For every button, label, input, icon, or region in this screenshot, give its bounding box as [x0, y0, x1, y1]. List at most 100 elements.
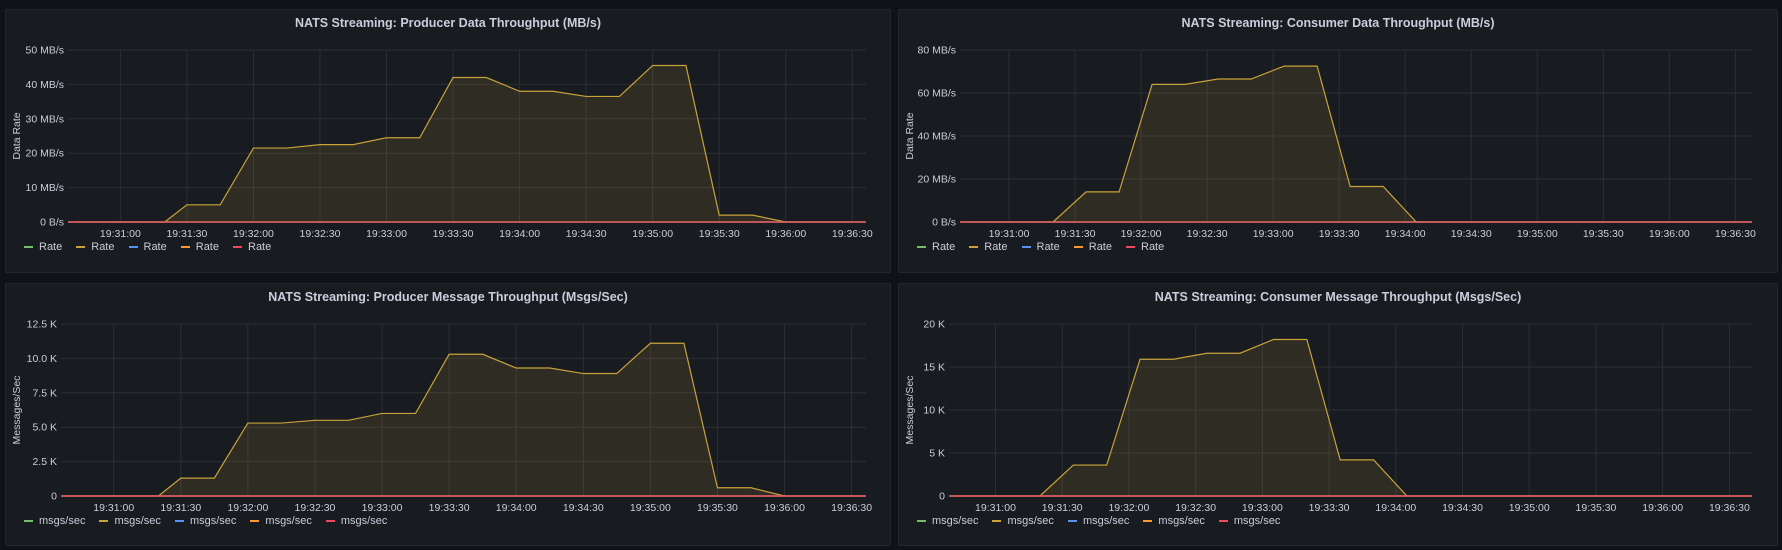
- legend-item[interactable]: msgs/sec: [24, 515, 85, 527]
- panel-title[interactable]: NATS Streaming: Consumer Data Throughput…: [1181, 16, 1495, 30]
- x-tick-label: 19:31:00: [989, 228, 1030, 240]
- x-tick-label: 19:31:00: [975, 502, 1016, 514]
- legend-item[interactable]: msgs/sec: [99, 515, 161, 527]
- x-tick-label: 19:35:00: [1517, 228, 1558, 240]
- legend-item[interactable]: msgs/sec: [1218, 515, 1281, 527]
- y-tick-label: 5 K: [929, 448, 945, 460]
- x-tick-label: 19:36:30: [831, 502, 872, 514]
- legend: Rate Rate Rate Rate Rate: [917, 241, 1164, 253]
- legend-item[interactable]: msgs/sec: [174, 515, 237, 527]
- series-line: [951, 338, 1730, 497]
- x-tick-label: 19:36:00: [765, 228, 806, 240]
- legend-swatch: [24, 520, 33, 522]
- series-line: [69, 342, 852, 497]
- x-tick-label: 19:31:30: [160, 502, 201, 514]
- x-tick-label: 19:32:30: [1187, 228, 1228, 240]
- x-tick-label: 19:31:30: [1042, 502, 1083, 514]
- x-tick-label: 19:34:00: [1385, 228, 1426, 240]
- legend-item[interactable]: Rate: [917, 241, 955, 253]
- x-tick-label: 19:36:30: [1715, 228, 1756, 240]
- legend-label: msgs/sec: [265, 515, 312, 527]
- x-tick-label: 19:33:00: [366, 228, 407, 240]
- legend-label: msgs/sec: [1233, 515, 1281, 527]
- x-tick-label: 19:31:30: [1055, 228, 1096, 240]
- x-tick-label: 19:33:00: [1253, 228, 1294, 240]
- y-tick-label: 12.5 K: [27, 319, 57, 331]
- x-tick-label: 19:34:30: [1442, 502, 1483, 514]
- x-tick-label: 19:32:30: [295, 502, 336, 514]
- legend-swatch: [917, 246, 926, 248]
- chart-svg: 0 2.5 K 5.0 K 7.5 K 10.0 K 12.5 K 19:31:00 19:3…: [11, 319, 872, 515]
- y-tick-label: 7.5 K: [32, 387, 57, 399]
- x-tick-label: 19:34:30: [1451, 228, 1492, 240]
- y-axis-label: Data Rate: [904, 112, 916, 159]
- legend-item[interactable]: Rate: [76, 241, 115, 253]
- panel-title[interactable]: NATS Streaming: Consumer Message Through…: [1154, 290, 1522, 304]
- series-line: [76, 64, 853, 223]
- x-tick-label: 19:36:00: [764, 502, 805, 514]
- legend-label: Rate: [1088, 241, 1112, 253]
- legend-item[interactable]: msgs/sec: [917, 515, 978, 527]
- panel-title[interactable]: NATS Streaming: Producer Message Through…: [268, 290, 628, 304]
- legend-item[interactable]: msgs/sec: [1143, 515, 1205, 527]
- producer-data-throughput-panel: NATS Streaming: Producer Data Throughput…: [5, 9, 891, 273]
- legend-item[interactable]: msgs/sec: [250, 515, 312, 527]
- legend-swatch: [24, 246, 33, 248]
- x-tick-label: 19:33:30: [433, 228, 474, 240]
- y-tick-label: 20 K: [923, 319, 945, 331]
- legend-label: msgs/sec: [1082, 515, 1130, 527]
- legend-swatch: [76, 246, 86, 248]
- x-tick-label: 19:32:00: [1121, 228, 1162, 240]
- legend-swatch: [233, 246, 242, 248]
- x-tick-label: 19:34:30: [566, 228, 607, 240]
- legend-item[interactable]: msgs/sec: [325, 515, 387, 527]
- legend-swatch: [250, 520, 260, 522]
- y-tick-label: 2.5 K: [32, 456, 57, 468]
- legend-item[interactable]: Rate: [1021, 241, 1060, 253]
- legend-label: msgs/sec: [932, 515, 979, 527]
- x-tick-label: 19:31:30: [166, 228, 207, 240]
- x-tick-label: 19:33:00: [362, 502, 403, 514]
- legend-label: Rate: [248, 241, 272, 253]
- x-tick-label: 19:34:00: [1375, 502, 1416, 514]
- legend-label: Rate: [1036, 241, 1060, 253]
- y-tick-label: 30 MB/s: [25, 113, 64, 125]
- legend-label: Rate: [143, 241, 167, 253]
- legend-item[interactable]: Rate: [24, 241, 62, 253]
- y-axis-label: Data Rate: [11, 112, 23, 159]
- x-tick-label: 19:36:00: [1642, 502, 1683, 514]
- legend-item[interactable]: Rate: [1126, 241, 1164, 253]
- legend-item[interactable]: msgs/sec: [992, 515, 1054, 527]
- legend-swatch: [325, 520, 335, 522]
- x-tick-label: 19:34:00: [496, 502, 537, 514]
- legend-item[interactable]: msgs/sec: [1067, 515, 1130, 527]
- legend-swatch: [180, 246, 190, 248]
- y-tick-label: 10 MB/s: [25, 182, 64, 194]
- legend-item[interactable]: Rate: [1073, 241, 1112, 253]
- x-tick-label: 19:33:30: [1309, 502, 1350, 514]
- legend-item[interactable]: Rate: [128, 241, 167, 253]
- panel-title[interactable]: NATS Streaming: Producer Data Throughput…: [294, 16, 602, 30]
- x-tick-label: 19:32:00: [1108, 502, 1149, 514]
- x-tick-label: 19:35:00: [630, 502, 671, 514]
- legend-item[interactable]: Rate: [180, 241, 219, 253]
- x-tick-label: 19:35:30: [1583, 228, 1624, 240]
- y-tick-label: 5.0 K: [32, 422, 57, 434]
- chart-svg: 0 5 K 10 K 15 K 20 K 19:31:00 19:31:30 19:32:00…: [904, 319, 1752, 514]
- legend-label: msgs/sec: [189, 515, 237, 527]
- y-tick-label: 0 B/s: [40, 217, 64, 229]
- legend-swatch: [174, 520, 184, 522]
- y-tick-label: 40 MB/s: [917, 131, 956, 143]
- legend-swatch: [128, 246, 138, 248]
- series-area: [951, 339, 1730, 496]
- legend-label: Rate: [91, 241, 115, 253]
- x-tick-label: 19:35:30: [699, 228, 740, 240]
- y-tick-label: 0 B/s: [932, 217, 956, 229]
- legend-item[interactable]: Rate: [233, 241, 271, 253]
- legend-swatch: [917, 520, 926, 522]
- legend: Rate Rate Rate Rate Rate: [24, 241, 271, 253]
- legend-label: msgs/sec: [1158, 515, 1205, 527]
- legend-label: Rate: [984, 241, 1008, 253]
- legend-item[interactable]: Rate: [969, 241, 1008, 253]
- series-area: [69, 343, 852, 496]
